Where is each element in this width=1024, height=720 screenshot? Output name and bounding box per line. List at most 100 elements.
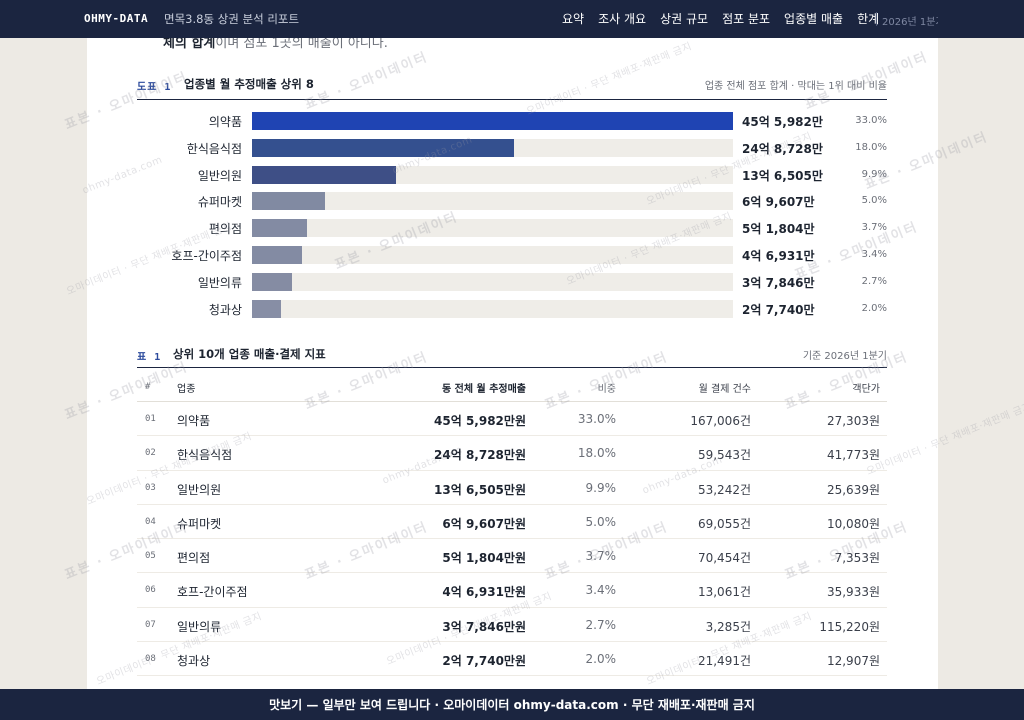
table-note: 기준 2026년 1분기 bbox=[802, 351, 887, 362]
table-number: 표 1 bbox=[137, 352, 162, 363]
row-index: 06 bbox=[145, 585, 156, 596]
row-sales: 3억 7,846만원 bbox=[442, 619, 526, 634]
bar-category-label: 의약품 bbox=[208, 115, 242, 129]
row-industry: 의약품 bbox=[177, 414, 211, 428]
figure-note: 업종 전체 점포 합계 · 막대는 1위 대비 비율 bbox=[704, 81, 887, 92]
row-industry: 슈퍼마켓 bbox=[177, 516, 222, 531]
table-title: 상위 10개 업종 매출·결제 지표 bbox=[173, 347, 326, 361]
bar-fill bbox=[252, 112, 733, 130]
bar-value-label: 6억 9,607만 bbox=[742, 195, 815, 210]
nav-divider bbox=[876, 12, 877, 26]
row-industry: 일반의류 bbox=[177, 619, 222, 634]
nav-link-overview[interactable]: 조사 개요 bbox=[598, 12, 647, 26]
bar-row: 호프-간이주점 4억 6,931만 3.4% bbox=[137, 246, 887, 264]
brand-logo[interactable]: OHMY-DATA bbox=[84, 12, 149, 25]
bar-category-label: 편의점 bbox=[208, 222, 242, 237]
row-index: 01 bbox=[145, 414, 156, 424]
bar-category-label: 일반의원 bbox=[197, 168, 242, 183]
bar-fill bbox=[252, 138, 515, 157]
row-price: 27,303원 bbox=[826, 414, 880, 428]
metrics-table: # 업종 동 전체 월 추정매출 비중 월 결제 건수 객단가 01 의약품 45억… bbox=[137, 370, 887, 677]
bar-row: 일반의류 3억 7,846만 2.7% bbox=[137, 272, 887, 291]
nav-link-summary[interactable]: 요약 bbox=[562, 12, 585, 26]
row-sales: 24억 8,728만원 bbox=[434, 448, 526, 463]
bar-value-label: 3억 7,846만 bbox=[742, 275, 815, 290]
preview-footer-banner: 맛보기 — 일부만 보여 드립니다 · 오마이데이터 ohmy-data.com… bbox=[0, 689, 1024, 720]
table-head-row: # 업종 동 전체 월 추정매출 비중 월 결제 건수 객단가 bbox=[137, 370, 887, 402]
bar-row: 의약품 45억 5,982만 33.0% bbox=[137, 112, 887, 130]
row-count: 70,454건 bbox=[697, 551, 751, 566]
nav-link-store-distribution[interactable]: 점포 분포 bbox=[722, 12, 771, 26]
row-price: 25,639원 bbox=[826, 482, 880, 497]
intro-paragraph: 체의 합계이며 점포 1곳의 매출이 아니다. bbox=[163, 38, 388, 51]
row-price: 7,353원 bbox=[834, 551, 880, 566]
table-row: 01 의약품 45억 5,982만원 33.0% 167,006건 27,303원 bbox=[137, 402, 887, 437]
bar-value-label: 45억 5,982만 bbox=[742, 115, 823, 129]
nav-link-sales-by-industry[interactable]: 업종별 매출 bbox=[784, 12, 844, 26]
intro-rest: 이며 점포 1곳의 매출이 아니다. bbox=[215, 38, 388, 51]
top-navigation-bar: OHMY-DATA 면목3.8동 상권 분석 리포트 요약 조사 개요 상권 규… bbox=[0, 0, 1024, 38]
bar-fill bbox=[252, 192, 326, 211]
bar-track bbox=[252, 165, 733, 184]
bar-row: 한식음식점 24억 8,728만 18.0% bbox=[137, 138, 887, 157]
row-industry: 한식음식점 bbox=[177, 448, 233, 463]
row-index: 02 bbox=[145, 448, 156, 459]
row-price: 115,220원 bbox=[819, 619, 880, 634]
row-count: 53,242건 bbox=[697, 482, 751, 497]
row-price: 35,933원 bbox=[826, 585, 880, 600]
row-share: 2.7% bbox=[585, 617, 617, 632]
row-count: 59,543건 bbox=[697, 448, 751, 463]
bar-row: 청과상 2억 7,740만 2.0% bbox=[137, 299, 887, 318]
row-count: 3,285건 bbox=[705, 619, 751, 634]
col-header-share: 비중 bbox=[597, 384, 616, 395]
row-sales: 6억 9,607만원 bbox=[442, 516, 526, 531]
bar-track bbox=[252, 246, 733, 264]
report-page: 체의 합계이며 점포 1곳의 매출이 아니다. 도표 1 업종별 월 추정매출 … bbox=[87, 38, 938, 689]
row-price: 12,907원 bbox=[826, 654, 880, 669]
row-count: 21,491건 bbox=[697, 654, 751, 669]
bar-share-label: 18.0% bbox=[855, 141, 887, 153]
bar-share-label: 2.0% bbox=[861, 302, 887, 314]
bar-value-label: 2억 7,740만 bbox=[742, 302, 815, 317]
bar-category-label: 슈퍼마켓 bbox=[197, 195, 242, 210]
row-index: 03 bbox=[145, 482, 156, 493]
row-industry: 일반의원 bbox=[177, 482, 222, 497]
quarter-label: 2026년 1분기 bbox=[882, 17, 938, 28]
bar-share-label: 3.7% bbox=[861, 222, 887, 234]
row-sales: 45억 5,982만원 bbox=[434, 414, 526, 428]
table-header: 표 1 상위 10개 업종 매출·결제 지표 기준 2026년 1분기 bbox=[137, 340, 887, 368]
bar-fill bbox=[252, 299, 282, 318]
row-industry: 호프-간이주점 bbox=[177, 585, 248, 600]
bar-fill bbox=[252, 219, 307, 238]
figure-header: 도표 1 업종별 월 추정매출 상위 8 업종 전체 점포 합계 · 막대는 1… bbox=[137, 76, 887, 100]
table-row: 02 한식음식점 24억 8,728만원 18.0% 59,543건 41,773원 bbox=[137, 436, 887, 471]
bar-fill bbox=[252, 165, 396, 184]
nav-link-market-size[interactable]: 상권 규모 bbox=[660, 12, 709, 26]
bar-share-label: 2.7% bbox=[861, 275, 887, 287]
bar-category-label: 한식음식점 bbox=[186, 141, 242, 156]
bar-fill bbox=[252, 272, 292, 291]
col-header-price: 객단가 bbox=[852, 384, 880, 395]
bar-category-label: 청과상 bbox=[208, 302, 242, 317]
bar-category-label: 호프-간이주점 bbox=[171, 249, 242, 263]
bar-row: 편의점 5억 1,804만 3.7% bbox=[137, 219, 887, 238]
table-row: 04 슈퍼마켓 6억 9,607만원 5.0% 69,055건 10,080원 bbox=[137, 505, 887, 540]
row-price: 41,773원 bbox=[826, 448, 880, 463]
col-header-sales: 동 전체 월 추정매출 bbox=[441, 384, 526, 395]
row-share: 3.7% bbox=[585, 549, 617, 564]
row-count: 13,061건 bbox=[697, 585, 751, 600]
row-share: 3.4% bbox=[585, 583, 617, 598]
row-index: 04 bbox=[145, 516, 156, 527]
row-count: 69,055건 bbox=[697, 516, 751, 531]
row-share: 9.9% bbox=[585, 480, 617, 495]
table-row: 08 청과상 2억 7,740만원 2.0% 21,491건 12,907원 bbox=[137, 642, 887, 677]
nav-link-limitations[interactable]: 한계 bbox=[857, 12, 880, 26]
section-nav: 요약 조사 개요 상권 규모 점포 분포 업종별 매출 한계 bbox=[562, 10, 893, 27]
bar-share-label: 5.0% bbox=[861, 195, 887, 207]
row-index: 05 bbox=[145, 551, 156, 562]
row-share: 2.0% bbox=[585, 652, 617, 667]
bar-track bbox=[252, 192, 733, 211]
row-share: 33.0% bbox=[577, 412, 616, 426]
row-share: 18.0% bbox=[577, 446, 616, 461]
bar-track bbox=[252, 112, 733, 130]
